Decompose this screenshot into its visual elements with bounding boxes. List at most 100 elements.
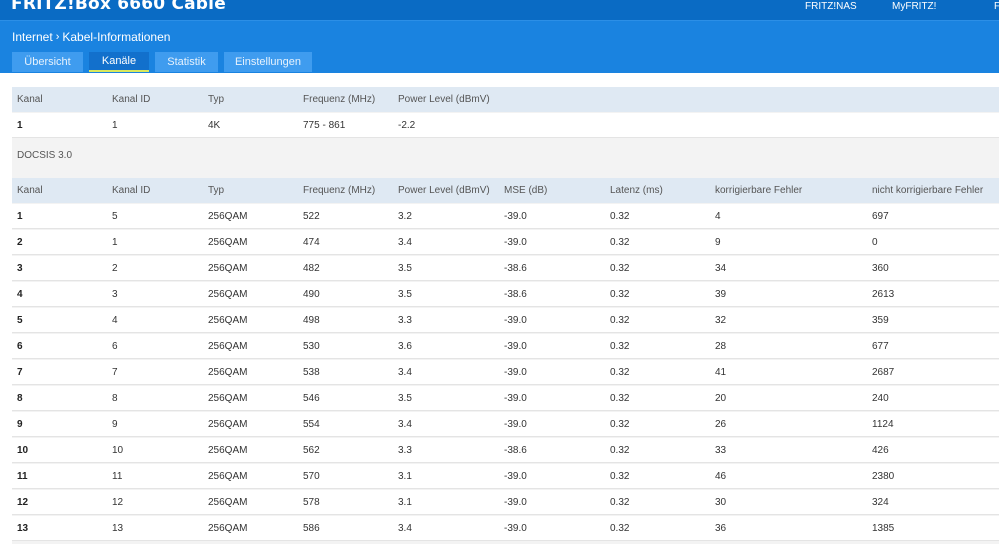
table-cell: 6 [112, 341, 118, 352]
column-header: Kanal ID [112, 185, 151, 196]
table-cell: 562 [303, 445, 320, 456]
chevron-right-icon: › [55, 31, 60, 43]
table-cell: 9 [17, 419, 23, 430]
table-cell: 490 [303, 289, 320, 300]
table-cell: 256QAM [208, 523, 248, 534]
product-title: FRITZ!Box 6660 Cable [11, 0, 226, 14]
table-cell: 3.5 [398, 263, 412, 274]
table-cell: 0.32 [610, 523, 630, 534]
table-cell: 2 [112, 263, 118, 274]
table-cell: 32 [715, 315, 727, 326]
table-cell: 3.5 [398, 289, 412, 300]
table-cell: 1 [112, 120, 118, 131]
breadcrumb-current: Kabel-Informationen [62, 30, 171, 44]
docsis-header-row: Kanal Kanal ID Typ Frequenz (MHz) Power Leve… [12, 178, 999, 203]
table-cell: 3.2 [398, 211, 412, 222]
table-cell: -39.0 [504, 419, 527, 430]
breadcrumb-internet[interactable]: Internet [12, 30, 53, 44]
column-header: Latenz (ms) [610, 185, 663, 196]
table-cell: 256QAM [208, 211, 248, 222]
table-row: 11 11 256QAM 570 3.1 -39.0 0.32 46 2380 [12, 464, 999, 489]
table-row: 1 5 256QAM 522 3.2 -39.0 0.32 4 697 [12, 204, 999, 229]
table-cell: 0.32 [610, 497, 630, 508]
table-cell: 0.32 [610, 289, 630, 300]
table-cell: -39.0 [504, 315, 527, 326]
table-cell: 0.32 [610, 367, 630, 378]
table-cell: -39.0 [504, 523, 527, 534]
table-cell: 474 [303, 237, 320, 248]
column-header: Power Level (dBmV) [398, 94, 490, 105]
table-cell: 0.32 [610, 263, 630, 274]
table-cell: 3 [17, 263, 23, 274]
channel-tables: Kanal Kanal ID Typ Frequenz (MHz) Power Leve… [12, 87, 999, 544]
table-row: 8 8 256QAM 546 3.5 -39.0 0.32 20 240 [12, 386, 999, 411]
navigation-bar: Internet › Kabel-Informationen Übersicht… [0, 20, 999, 74]
table-cell: 0.32 [610, 315, 630, 326]
table-cell: 256QAM [208, 237, 248, 248]
table-cell: 3.6 [398, 341, 412, 352]
table-cell: 256QAM [208, 289, 248, 300]
table-row: 6 6 256QAM 530 3.6 -39.0 0.32 28 677 [12, 334, 999, 359]
tab-kanaele[interactable]: Kanäle [89, 52, 149, 72]
table-cell: 8 [17, 393, 23, 404]
table-cell: 33 [715, 445, 727, 456]
column-header: MSE (dB) [504, 185, 548, 196]
table-cell: 775 - 861 [303, 120, 346, 131]
table-row: 3 2 256QAM 482 3.5 -38.6 0.32 34 360 [12, 256, 999, 281]
table-row: 13 13 256QAM 586 3.4 -39.0 0.32 36 1385 [12, 516, 999, 541]
table-cell: 2 [17, 237, 23, 248]
table-cell: 0.32 [610, 237, 630, 248]
table-cell: 256QAM [208, 471, 248, 482]
table-cell: 498 [303, 315, 320, 326]
column-header: Power Level (dBmV) [398, 185, 490, 196]
upstream-header-row: Kanal Kanal ID Typ Frequenz (MHz) Power Leve… [12, 87, 999, 112]
table-cell: 2613 [872, 289, 895, 300]
table-row: 4 3 256QAM 490 3.5 -38.6 0.32 39 2613 [12, 282, 999, 307]
table-cell: 4 [17, 289, 23, 300]
table-cell: 6 [17, 341, 23, 352]
table-cell: 482 [303, 263, 320, 274]
table-cell: 11 [112, 471, 123, 482]
table-cell: 256QAM [208, 497, 248, 508]
table-cell: 7 [112, 367, 118, 378]
table-cell: 0.32 [610, 341, 630, 352]
table-cell: 2687 [872, 367, 895, 378]
myfritz-link[interactable]: MyFRITZ! [892, 1, 937, 12]
column-header: Kanal ID [112, 94, 151, 105]
column-header: Frequenz (MHz) [303, 94, 376, 105]
table-cell: 3.3 [398, 445, 412, 456]
table-cell: 578 [303, 497, 320, 508]
table-cell: 0.32 [610, 471, 630, 482]
table-cell: 3.4 [398, 523, 412, 534]
column-header: Typ [208, 185, 225, 196]
table-cell: 240 [872, 393, 889, 404]
table-cell: 28 [715, 341, 727, 352]
column-header: korrigierbare Fehler [715, 185, 803, 196]
column-header: Frequenz (MHz) [303, 185, 376, 196]
table-cell: -39.0 [504, 471, 527, 482]
fritznas-link[interactable]: FRITZ!NAS [805, 1, 857, 12]
tab-uebersicht[interactable]: Übersicht [12, 52, 83, 72]
table-cell: 586 [303, 523, 320, 534]
table-cell: 34 [715, 263, 727, 274]
table-cell: 4 [112, 315, 118, 326]
tab-statistik[interactable]: Statistik [155, 52, 218, 72]
table-cell: 13 [112, 523, 124, 534]
table-cell: 0.32 [610, 393, 630, 404]
tab-einstellungen[interactable]: Einstellungen [224, 52, 312, 72]
header-link-cut-off[interactable]: F [994, 1, 999, 12]
table-cell: -39.0 [504, 367, 527, 378]
top-bar: FRITZ!Box 6660 Cable FRITZ!NAS MyFRITZ! … [0, 0, 999, 20]
table-cell: 3.4 [398, 237, 412, 248]
table-cell: 8 [112, 393, 118, 404]
table-cell: 11 [17, 471, 28, 482]
table-cell: 570 [303, 471, 320, 482]
table-cell: 1 [112, 237, 118, 248]
table-cell: 3.1 [398, 471, 412, 482]
table-cell: 1124 [872, 419, 894, 430]
table-cell: 677 [872, 341, 889, 352]
table-row: 10 10 256QAM 562 3.3 -38.6 0.32 33 426 [12, 438, 999, 463]
table-cell: -2.2 [398, 120, 416, 131]
table-row: 5 4 256QAM 498 3.3 -39.0 0.32 32 359 [12, 308, 999, 333]
table-cell: 5 [112, 211, 118, 222]
